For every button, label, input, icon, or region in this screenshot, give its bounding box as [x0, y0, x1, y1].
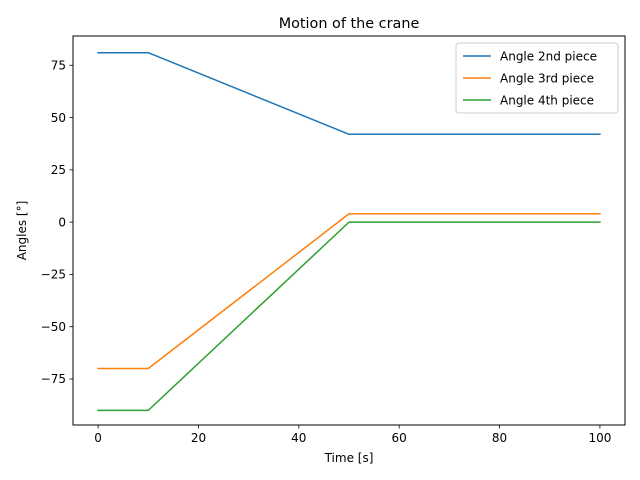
y-tick-label: 75	[51, 58, 66, 72]
series-line-1	[97, 51, 601, 136]
x-tick-label: 80	[492, 431, 507, 445]
y-tick-label: −50	[41, 320, 66, 334]
y-tick-label: 0	[58, 215, 66, 229]
x-tick-label: 20	[191, 431, 206, 445]
y-tick-label: 25	[51, 163, 66, 177]
y-tick-label: −25	[41, 268, 66, 282]
y-axis-ticks: −75 −50 −25 0 25 50 75	[41, 58, 73, 386]
x-tick-label: 40	[291, 431, 306, 445]
legend-label-2: Angle 3rd piece	[500, 71, 594, 85]
x-tick-label: 100	[588, 431, 611, 445]
x-axis-label: Time [s]	[324, 451, 374, 465]
y-axis-label: Angles [°]	[15, 201, 29, 261]
x-axis-ticks: 0 20 40 60 80 100	[94, 425, 611, 445]
legend: Angle 2nd piece Angle 3rd piece Angle 4th …	[455, 42, 619, 114]
legend-label-3: Angle 4th piece	[500, 93, 594, 107]
y-tick-label: −75	[41, 372, 66, 386]
plot-frame	[72, 35, 626, 426]
chart-title: Motion of the crane	[279, 16, 420, 32]
legend-label-1: Angle 2nd piece	[500, 49, 597, 63]
legend-box	[455, 42, 619, 114]
series-line-3	[97, 221, 601, 412]
y-tick-label: 50	[51, 111, 66, 125]
series-line-2	[97, 213, 601, 370]
plot-lines	[97, 51, 601, 412]
x-tick-label: 0	[94, 431, 102, 445]
x-tick-label: 60	[392, 431, 407, 445]
